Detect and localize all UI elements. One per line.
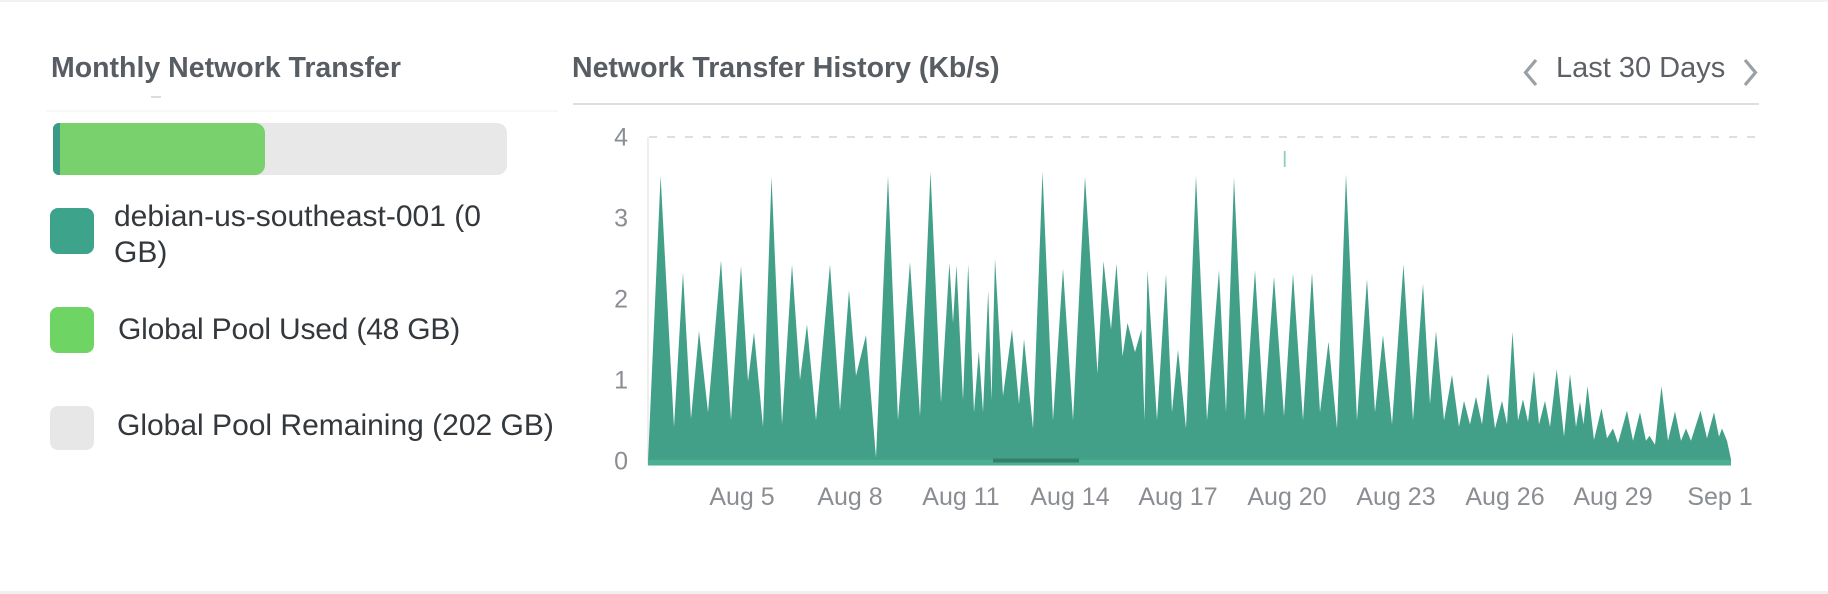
svg-text:Aug 5: Aug 5 bbox=[709, 483, 774, 511]
svg-text:2: 2 bbox=[614, 286, 628, 314]
svg-text:Aug 26: Aug 26 bbox=[1465, 483, 1544, 511]
svg-text:1: 1 bbox=[614, 367, 628, 395]
svg-text:3: 3 bbox=[614, 205, 628, 233]
svg-text:Aug 17: Aug 17 bbox=[1138, 483, 1217, 511]
svg-text:4: 4 bbox=[614, 124, 628, 152]
svg-text:Aug 8: Aug 8 bbox=[817, 483, 882, 511]
svg-text:Aug 11: Aug 11 bbox=[922, 483, 999, 511]
svg-text:Aug 29: Aug 29 bbox=[1573, 483, 1652, 511]
svg-text:Aug 20: Aug 20 bbox=[1247, 483, 1326, 511]
svg-text:0: 0 bbox=[614, 448, 628, 476]
svg-text:Aug 14: Aug 14 bbox=[1030, 483, 1109, 511]
svg-text:Aug 23: Aug 23 bbox=[1356, 483, 1435, 511]
svg-text:Sep 1: Sep 1 bbox=[1687, 483, 1752, 511]
